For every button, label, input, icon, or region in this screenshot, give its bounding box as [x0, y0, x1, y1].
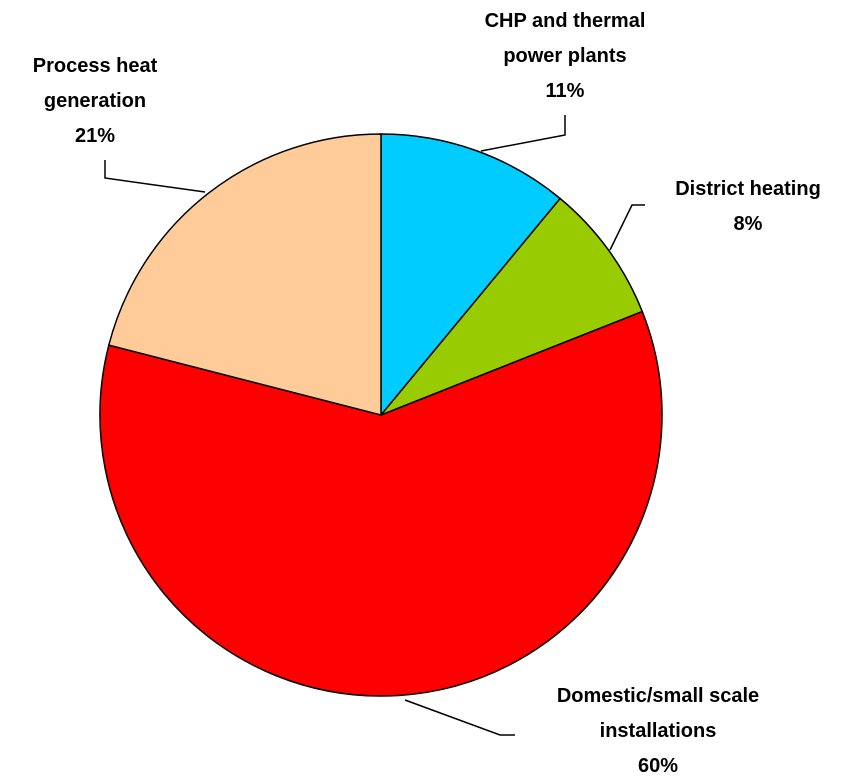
pie-slice: [99, 310, 663, 697]
leader-line: [104, 160, 206, 193]
category-label: Domestic/small scale installations: [556, 685, 760, 742]
pie-slice: [107, 133, 382, 416]
slice-label: Domestic/small scale installations 60%: [538, 679, 778, 780]
leader-line: [404, 699, 515, 736]
pie-slice: [380, 133, 562, 418]
slice-label: Process heat generation 21%: [0, 49, 190, 154]
slice-label: CHP and thermal power plants 11%: [465, 4, 665, 109]
leader-line: [609, 204, 645, 251]
value-label: 21%: [74, 125, 116, 147]
leader-line: [480, 115, 566, 152]
category-label: CHP and thermal power plants: [484, 10, 646, 67]
pie-slice: [380, 197, 644, 416]
value-label: 11%: [545, 80, 585, 102]
value-label: 60%: [637, 755, 679, 777]
value-label: 8%: [733, 213, 763, 235]
category-label: District heating: [675, 178, 821, 200]
slice-label: District heating 8%: [648, 172, 848, 242]
category-label: Process heat generation: [32, 55, 158, 112]
